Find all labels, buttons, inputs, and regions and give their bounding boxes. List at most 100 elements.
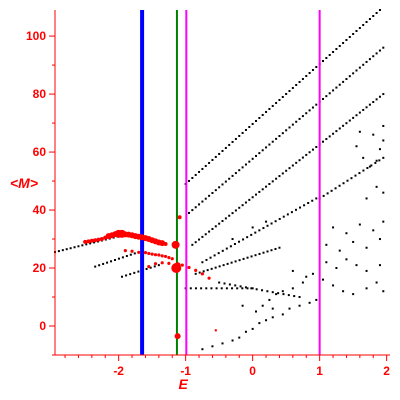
data-point: [358, 223, 361, 226]
data-point: [346, 179, 349, 182]
data-point: [382, 220, 385, 223]
data-point: [129, 273, 132, 276]
data-point: [332, 50, 335, 53]
data-point: [332, 284, 335, 287]
data-point: [255, 193, 257, 196]
data-point: [334, 187, 337, 190]
data-point: [137, 270, 140, 273]
data-point: [355, 264, 358, 267]
data-point: [278, 175, 281, 178]
data-point: [231, 238, 234, 241]
data-point: [242, 238, 245, 241]
data-point: [191, 209, 194, 212]
data-point: [271, 307, 274, 310]
data-point: [258, 322, 261, 325]
y-tick-label: 80: [33, 87, 47, 101]
data-point: [261, 304, 264, 307]
data-point: [204, 197, 207, 200]
data-point: [262, 251, 265, 254]
data-point: [258, 152, 261, 155]
data-point: [291, 287, 294, 290]
data-point: [358, 26, 361, 29]
data-point: [246, 236, 249, 239]
y-tick-label: 40: [33, 203, 47, 217]
data-point: [214, 189, 217, 192]
data-point: [325, 243, 328, 246]
data-point: [315, 298, 318, 301]
data-point: [295, 120, 298, 123]
data-point: [378, 238, 381, 241]
data-point: [198, 203, 201, 206]
data-point: [378, 9, 381, 11]
data-point: [375, 11, 378, 14]
data-point: [305, 153, 308, 156]
data-point: [358, 172, 361, 175]
data-point: [236, 287, 239, 290]
data-point: [246, 287, 249, 290]
data-point: [268, 183, 271, 186]
data-point: [358, 111, 361, 114]
data-point: [288, 167, 291, 170]
data-point: [133, 271, 136, 274]
data-point: [308, 109, 311, 112]
data-point: [268, 298, 271, 301]
data-point: [117, 257, 120, 260]
data-point: [221, 342, 224, 345]
data-point: [254, 254, 257, 257]
data-point: [234, 284, 237, 287]
data-point: [295, 161, 298, 164]
data-point: [255, 154, 257, 157]
data-point: [188, 211, 190, 214]
data-point: [301, 156, 304, 159]
data-point: [244, 286, 247, 289]
data-point: [200, 287, 203, 290]
data-point: [238, 134, 241, 137]
data-point: [255, 288, 258, 291]
data-point: [322, 194, 325, 197]
data-point: [342, 124, 345, 127]
data-point: [299, 206, 302, 209]
data-point: [228, 283, 231, 286]
data-point: [218, 152, 221, 155]
data-point: [277, 292, 280, 295]
data-point: [194, 241, 197, 244]
data-point: [223, 282, 226, 285]
data-point: [335, 47, 338, 50]
data-point: [250, 233, 253, 236]
data-point: [365, 60, 368, 63]
data-point: [287, 294, 290, 297]
data-point: [248, 160, 251, 163]
data-point: [311, 106, 314, 109]
data-point: [241, 304, 244, 307]
data-point: [328, 92, 331, 95]
data-point: [350, 177, 353, 180]
data-point: [328, 135, 331, 138]
data-point: [221, 149, 224, 152]
data-point: [211, 345, 214, 348]
data-point: [228, 143, 231, 146]
x-tick-label: 2: [383, 364, 390, 378]
data-point: [194, 272, 197, 275]
data-point: [261, 113, 264, 116]
data-point: [382, 191, 385, 194]
data-point: [372, 14, 375, 17]
data-point: [230, 261, 233, 264]
data-point: [278, 246, 281, 249]
highlight-point: [180, 263, 184, 267]
data-point: [295, 83, 298, 86]
data-point: [335, 86, 338, 89]
highlight-point: [171, 240, 180, 249]
highlight-point: [96, 237, 101, 242]
data-point: [285, 92, 288, 95]
data-point: [238, 259, 241, 262]
data-point: [338, 249, 341, 252]
data-point: [251, 196, 254, 199]
data-point: [328, 53, 331, 56]
data-point: [325, 56, 328, 59]
data-point: [258, 252, 261, 255]
data-point: [239, 285, 242, 288]
highlight-point: [160, 261, 164, 265]
data-point: [81, 244, 84, 247]
data-point: [204, 164, 207, 167]
